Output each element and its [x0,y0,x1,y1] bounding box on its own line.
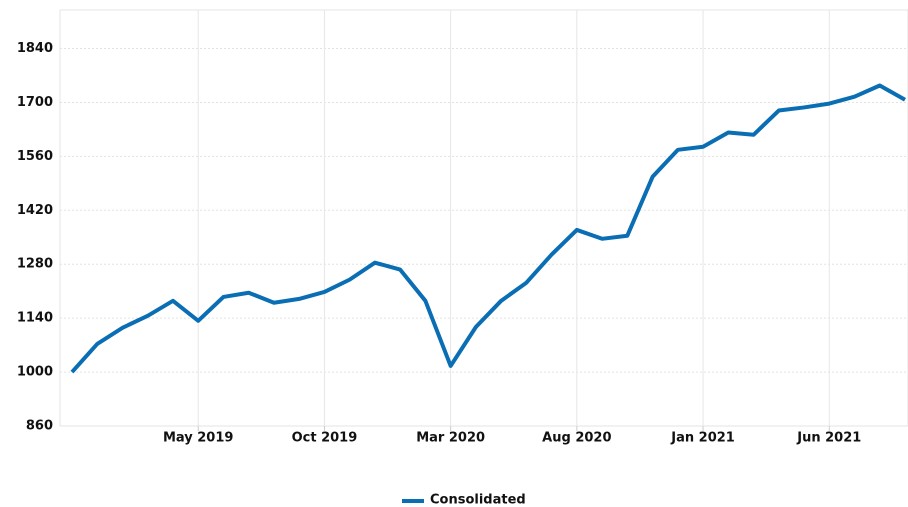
x-tick-label: Oct 2019 [292,431,358,446]
y-tick-label: 1140 [17,311,53,326]
x-tick-label: Mar 2020 [416,431,485,446]
line-series [70,83,906,374]
y-tick-label: 1840 [17,41,53,56]
x-tick-label: Aug 2020 [542,431,611,446]
y-tick-label: 1700 [17,95,53,110]
y-tick-label: 860 [26,419,53,434]
plot-area [59,9,908,427]
y-tick-label: 1420 [17,203,53,218]
x-tick-label: May 2019 [163,431,234,446]
x-tick-label: Jun 2021 [796,431,861,446]
y-tick-label: 1000 [17,365,53,380]
y-tick-label: 1560 [17,149,53,164]
legend-label: Consolidated [430,493,526,507]
y-tick-label: 1280 [17,257,53,272]
x-tick-label: Jan 2021 [670,431,735,446]
